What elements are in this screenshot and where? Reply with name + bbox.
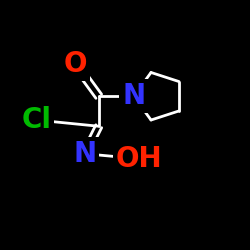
Text: OH: OH	[116, 145, 162, 173]
Text: N: N	[74, 140, 96, 168]
Text: O: O	[63, 50, 87, 78]
Text: Cl: Cl	[21, 106, 51, 134]
Text: N: N	[122, 82, 145, 110]
